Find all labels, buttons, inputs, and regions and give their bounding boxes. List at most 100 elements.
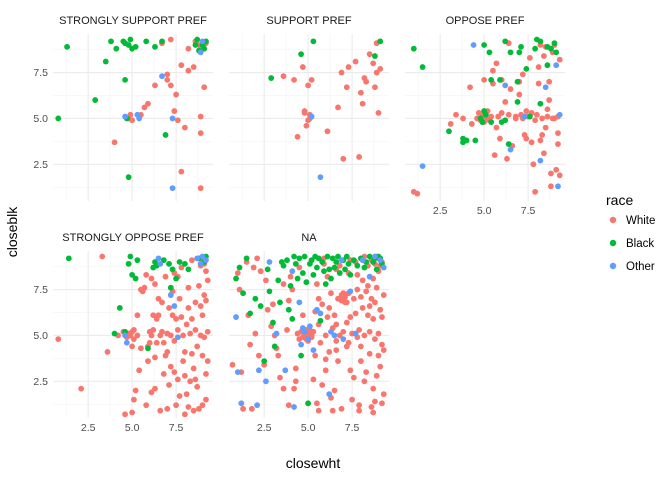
point-other: [298, 341, 304, 348]
x-tick-label: 5.0: [125, 422, 140, 434]
point-white: [340, 328, 347, 335]
point-white: [197, 303, 204, 309]
point-black: [292, 260, 299, 267]
point-black: [257, 303, 264, 309]
point-black: [125, 174, 132, 181]
point-black: [284, 257, 290, 264]
point-other: [305, 336, 312, 342]
point-white: [187, 330, 194, 337]
point-white: [280, 73, 287, 80]
point-white: [544, 106, 551, 113]
point-white: [305, 82, 312, 89]
point-white: [183, 321, 190, 328]
point-white: [335, 358, 341, 365]
point-black: [169, 266, 176, 273]
point-black: [127, 253, 134, 260]
point-other: [167, 292, 174, 298]
point-white: [372, 84, 378, 91]
point-white: [372, 299, 378, 306]
point-black: [310, 271, 317, 278]
point-white: [363, 78, 370, 85]
point-white: [134, 332, 141, 339]
point-black: [317, 317, 324, 324]
point-white: [544, 113, 551, 120]
point-white: [280, 385, 287, 392]
point-white: [255, 352, 262, 359]
point-white: [250, 264, 257, 271]
point-white: [301, 108, 308, 114]
point-white: [357, 358, 364, 365]
panel-strip-label: STRONGLY OPPOSE PREF: [62, 232, 204, 244]
point-white: [277, 374, 283, 381]
point-white: [167, 82, 174, 89]
point-black: [373, 266, 380, 273]
point-black: [125, 260, 132, 267]
point-white: [356, 402, 363, 409]
y-tick-label: 7.5: [33, 284, 48, 296]
point-white: [349, 396, 355, 403]
point-black: [308, 257, 315, 264]
point-white: [164, 405, 171, 412]
point-white: [194, 383, 201, 390]
point-other: [194, 255, 201, 262]
point-white: [185, 404, 192, 410]
point-white: [299, 312, 306, 319]
point-other: [326, 391, 333, 398]
point-white: [203, 268, 209, 275]
point-white: [481, 76, 488, 83]
point-white: [201, 292, 208, 298]
legend-key-other: [609, 262, 617, 270]
point-white: [291, 76, 297, 83]
point-white: [556, 172, 563, 179]
point-black: [145, 345, 151, 352]
point-white: [229, 361, 236, 368]
point-white: [356, 327, 363, 333]
point-other: [301, 328, 308, 335]
point-other: [314, 306, 320, 313]
point-white: [270, 301, 276, 308]
point-other: [289, 268, 296, 275]
facet-panels: STRONGLY SUPPORT PREF SUPPORT PREF OPPOSE …: [53, 15, 565, 418]
point-white: [377, 306, 384, 313]
point-white: [141, 104, 148, 111]
point-black: [328, 275, 334, 282]
point-white: [152, 385, 158, 392]
panel-points: [55, 36, 209, 192]
point-white: [537, 137, 544, 144]
x-tick-label: 7.5: [521, 205, 536, 217]
point-white: [370, 385, 377, 392]
point-white: [129, 117, 136, 124]
point-other: [352, 330, 359, 337]
point-white: [285, 402, 292, 409]
point-white: [326, 304, 333, 311]
point-white: [275, 352, 282, 359]
point-black: [167, 284, 174, 291]
point-black: [64, 43, 70, 50]
point-other: [255, 367, 262, 374]
point-other: [282, 367, 289, 374]
point-white: [173, 402, 179, 409]
point-white: [359, 304, 366, 311]
point-white: [504, 155, 510, 162]
point-white: [189, 350, 195, 357]
point-black: [132, 43, 139, 50]
point-black: [488, 76, 495, 83]
panel-points: [229, 253, 387, 416]
point-white: [336, 262, 343, 269]
point-white: [375, 352, 382, 359]
point-white: [183, 391, 190, 398]
point-black: [372, 53, 378, 59]
point-other: [263, 378, 269, 385]
point-black: [377, 38, 384, 45]
point-white: [498, 110, 505, 116]
point-black: [486, 49, 493, 56]
point-white: [190, 365, 197, 372]
point-other: [254, 402, 261, 409]
point-white: [152, 82, 158, 89]
point-black: [102, 58, 109, 65]
point-white: [159, 328, 165, 335]
point-white: [178, 264, 185, 271]
point-white: [308, 76, 315, 83]
point-other: [199, 38, 206, 45]
point-white: [254, 255, 261, 262]
